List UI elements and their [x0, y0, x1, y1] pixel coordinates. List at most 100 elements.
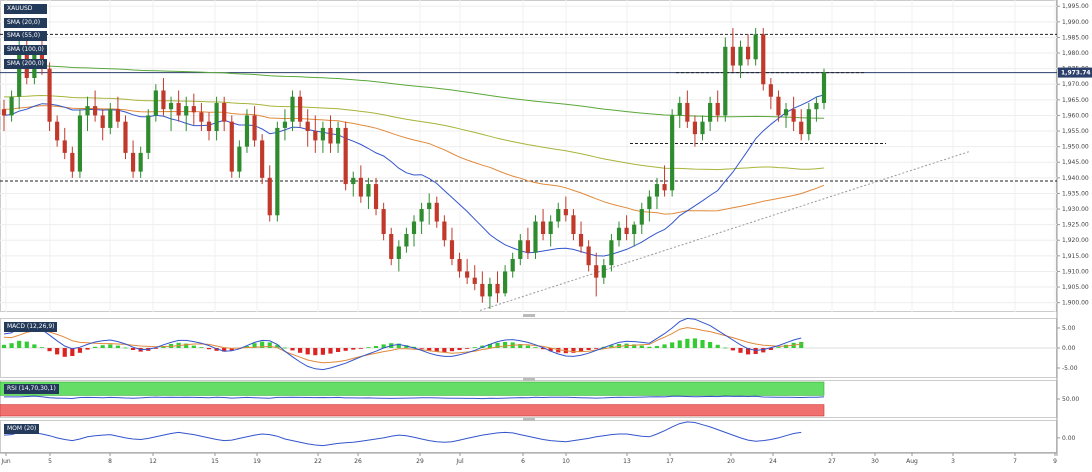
candle-body	[761, 34, 766, 85]
macd-histogram-bar	[320, 348, 325, 355]
x-axis-label: 22	[314, 458, 322, 465]
macd-histogram-bar	[55, 348, 60, 355]
symbol-label[interactable]: XAUUSD	[4, 4, 47, 14]
macd-pane-label[interactable]: MACD (12,26,9)	[4, 322, 58, 332]
candle-body	[692, 121, 698, 135]
candle-body	[244, 115, 250, 147]
legend-sma200[interactable]: SMA (200,0)	[4, 58, 47, 69]
candle-body	[214, 102, 219, 132]
candle-body	[237, 146, 242, 172]
legend-sma55[interactable]: SMA (55,0)	[4, 31, 47, 42]
x-axis-label: 24	[769, 458, 777, 465]
candle-body	[715, 102, 720, 116]
x-axis-label: 17	[666, 458, 674, 465]
candle-body	[252, 115, 257, 141]
macd-histogram-bar	[366, 347, 371, 348]
price-axis-label: 1,990.00	[1062, 19, 1089, 26]
macd-histogram-bar	[434, 348, 439, 352]
candle-body	[267, 177, 272, 216]
macd-histogram-bar	[191, 345, 196, 348]
price-axis-label: 1,930.00	[1062, 206, 1089, 213]
x-axis-label: 3	[951, 458, 955, 465]
candle-body	[806, 109, 811, 135]
x-axis-label: Jul	[455, 458, 464, 465]
candle-body	[199, 112, 204, 122]
candle-body	[130, 152, 136, 172]
macd-histogram-bar	[799, 342, 804, 348]
price-axis-label: 1,905.00	[1062, 284, 1089, 291]
candle-body	[624, 227, 629, 234]
candle-body	[700, 121, 705, 135]
macd-histogram-bar	[639, 345, 644, 348]
macd-histogram-bar	[39, 347, 45, 348]
candle-body	[708, 102, 713, 122]
mom-pane-label[interactable]: MOM (20)	[4, 424, 40, 434]
candle-body	[366, 184, 371, 197]
price-axis-label: 1,925.00	[1062, 222, 1089, 229]
candle-body	[540, 221, 546, 234]
last-price-tag-bg	[1058, 67, 1092, 78]
x-axis-label: Jun	[0, 458, 11, 465]
candle-body	[351, 177, 356, 185]
macd-histogram-bar	[77, 348, 83, 353]
macd-histogram-bar	[358, 348, 363, 349]
macd-histogram-bar	[184, 343, 189, 348]
candle-body	[62, 140, 67, 153]
price-axis-label: 1,985.00	[1062, 34, 1089, 41]
candle-body	[427, 202, 432, 210]
macd-histogram-bar	[685, 338, 690, 348]
candle-body	[229, 121, 234, 172]
macd-histogram-bar	[647, 346, 652, 348]
macd-histogram-bar	[115, 345, 120, 348]
x-axis-label: 19	[253, 458, 261, 465]
macd-histogram-bar	[267, 342, 272, 348]
macd-histogram-bar	[199, 347, 204, 348]
macd-histogram-bar	[108, 344, 113, 348]
macd-histogram-bar	[275, 344, 280, 348]
legend-sma100[interactable]: SMA (100,0)	[4, 45, 47, 56]
candle-body	[343, 127, 348, 185]
candle-body	[738, 46, 743, 66]
macd-histogram-bar	[427, 348, 432, 351]
macd-histogram-bar	[335, 348, 341, 352]
legend-sma20[interactable]: SMA (20,0)	[4, 17, 47, 28]
candle-body	[1, 109, 7, 116]
macd-histogram-bar	[260, 341, 265, 348]
candle-body	[594, 265, 599, 278]
candle-body	[222, 102, 227, 122]
x-axis-label: 10	[562, 458, 570, 465]
candle-body	[647, 196, 652, 210]
candle-body	[298, 96, 303, 122]
macd-histogram-bar	[373, 346, 379, 348]
candle-body	[799, 121, 804, 135]
macd-histogram-bar	[153, 348, 158, 349]
rsi-pane-label[interactable]: RSI (14,70,30,1)	[4, 384, 59, 394]
rsi-axis-label: 50.00	[1062, 396, 1079, 403]
macd-histogram-bar	[708, 342, 713, 348]
price-axis-label: 1,965.00	[1062, 97, 1089, 104]
sma100-line	[4, 94, 825, 171]
candle-body	[768, 84, 773, 97]
candle-body	[639, 209, 644, 225]
candle-body	[290, 96, 295, 122]
macd-histogram-bar	[62, 348, 67, 357]
macd-histogram-bar	[343, 348, 348, 351]
candle-body	[791, 109, 796, 122]
candle-body	[442, 221, 447, 241]
candle-body	[480, 283, 485, 297]
macd-histogram-bar	[85, 348, 90, 350]
candle-body	[685, 102, 690, 122]
macd-histogram-bar	[465, 348, 470, 349]
macd-histogram-bar	[556, 348, 561, 353]
price-axis-label: 1,980.00	[1062, 50, 1089, 57]
macd-histogram-bar	[503, 342, 508, 348]
price-axis-label: 1,995.00	[1062, 3, 1089, 10]
candle-body	[578, 234, 584, 247]
x-axis-label: 9	[1053, 458, 1057, 465]
macd-histogram-bar	[654, 346, 660, 348]
price-axis-label: 1,945.00	[1062, 159, 1089, 166]
macd-histogram-bar	[404, 345, 409, 348]
macd-histogram-bar	[571, 348, 576, 353]
price-axis-label: 1,920.00	[1062, 237, 1089, 244]
